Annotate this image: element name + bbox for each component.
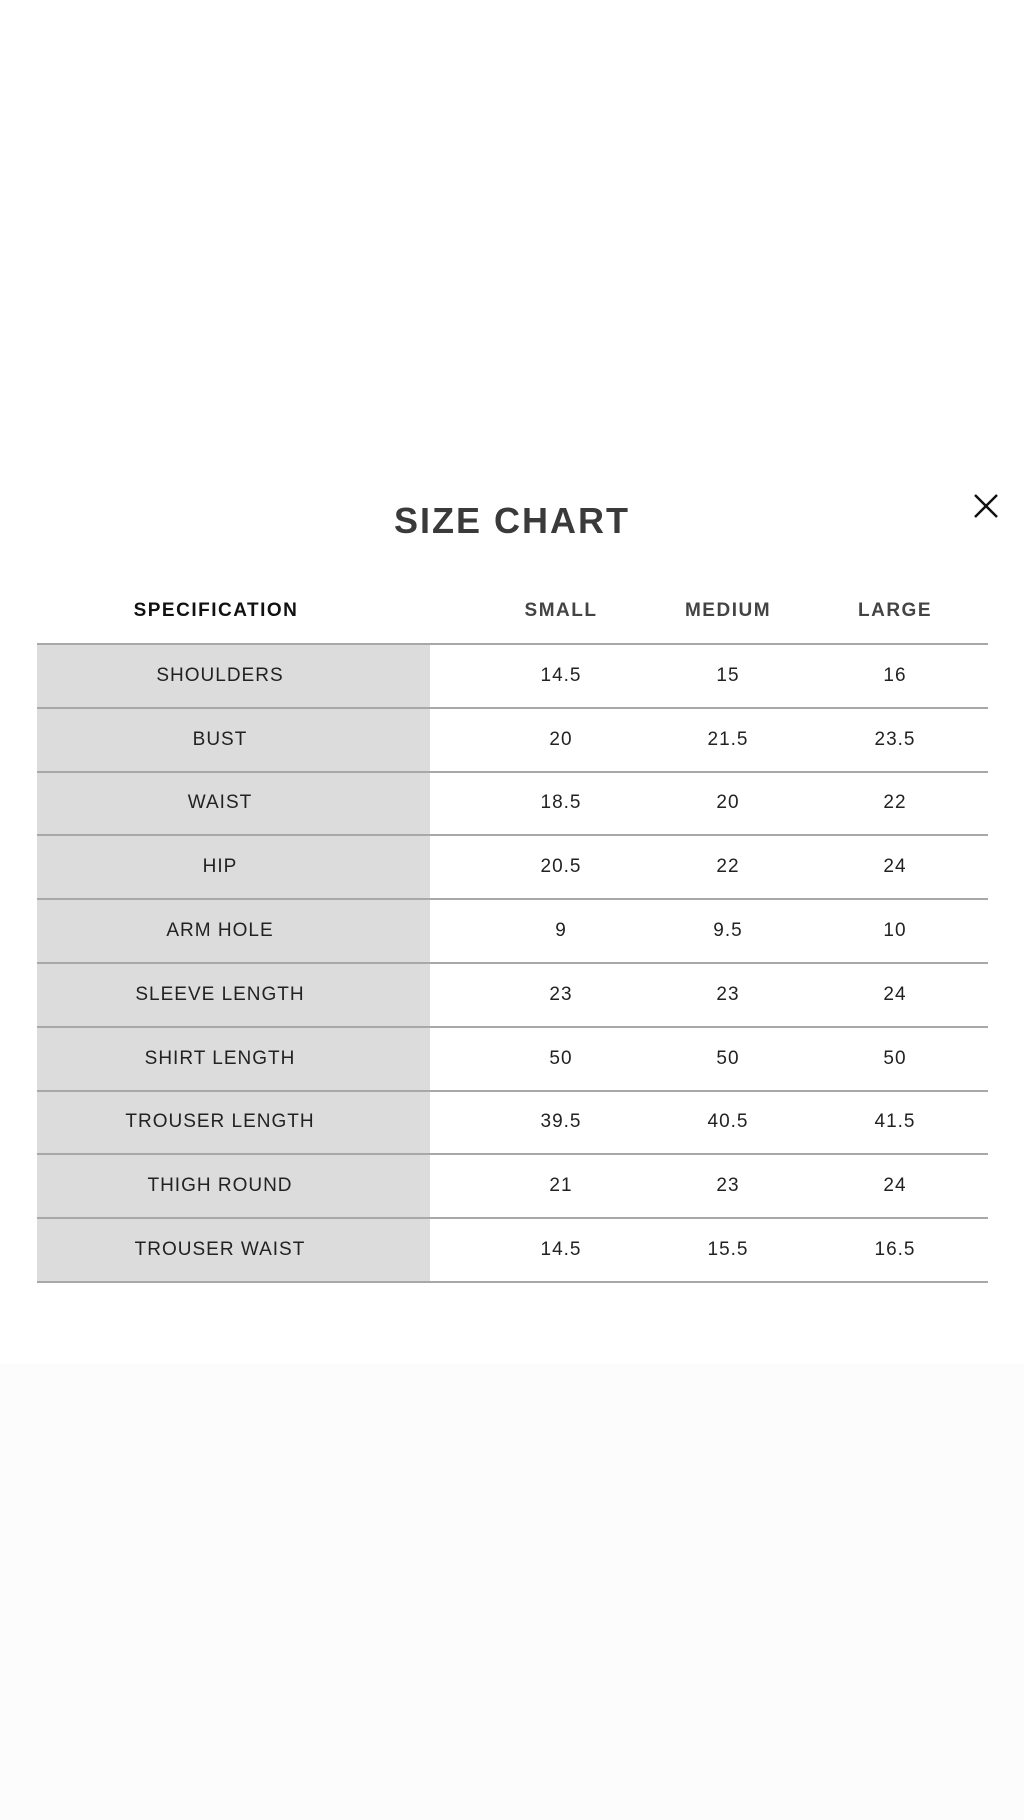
spec-cell-bg <box>37 1155 430 1218</box>
close-button[interactable] <box>968 488 1004 524</box>
spec-label: SHIRT LENGTH <box>144 1047 296 1069</box>
size-chart-table: SHOULDERS 14.5 15 16 BUST 20 21.5 23.5 WAIST 18.5… <box>37 643 988 1283</box>
small-value: 23 <box>549 983 573 1005</box>
small-value: 9 <box>555 920 567 942</box>
table-row: TROUSER WAIST 14.5 15.5 16.5 <box>37 1217 988 1283</box>
spec-cell-bg <box>37 1219 430 1281</box>
page-title: SIZE CHART <box>394 500 630 541</box>
large-value: 24 <box>883 1175 907 1197</box>
large-value: 24 <box>883 983 907 1005</box>
spec-label: WAIST <box>187 792 253 814</box>
large-value: 41.5 <box>874 1111 916 1133</box>
spec-cell-bg <box>37 1027 430 1090</box>
table-row: BUST 20 21.5 23.5 <box>37 706 988 771</box>
spec-label: THIGH ROUND <box>147 1175 293 1197</box>
medium-value: 40.5 <box>707 1111 749 1133</box>
medium-value: 50 <box>716 1047 740 1069</box>
table-row: ARM HOLE 9 9.5 10 <box>37 898 988 962</box>
table-row: TROUSER LENGTH 39.5 40.5 41.5 <box>37 1089 988 1154</box>
table-row: THIGH ROUND 21 23 24 <box>37 1153 988 1218</box>
close-icon <box>974 494 998 518</box>
large-value: 16.5 <box>874 1239 916 1261</box>
small-value: 39.5 <box>540 1111 582 1133</box>
table-row: SHOULDERS 14.5 15 16 <box>37 643 988 707</box>
medium-value: 23 <box>716 1175 740 1197</box>
page-background-lower <box>0 1364 1024 1820</box>
spec-label: HIP <box>202 856 238 878</box>
column-header-large: LARGE <box>858 600 932 621</box>
medium-value: 15.5 <box>707 1239 749 1261</box>
spec-cell-bg <box>37 708 430 771</box>
large-value: 22 <box>883 792 907 814</box>
spec-cell-bg <box>37 836 430 899</box>
large-value: 16 <box>883 664 907 686</box>
small-value: 14.5 <box>540 1239 582 1261</box>
spec-label: SLEEVE LENGTH <box>135 983 305 1005</box>
spec-cell-bg <box>37 900 430 962</box>
spec-label: BUST <box>192 728 248 750</box>
column-header-small: SMALL <box>524 600 598 621</box>
table-row: HIP 20.5 22 24 <box>37 834 988 899</box>
small-value: 20.5 <box>540 856 582 878</box>
medium-value: 23 <box>716 983 740 1005</box>
medium-value: 21.5 <box>707 728 749 750</box>
medium-value: 22 <box>716 856 740 878</box>
table-row: SHIRT LENGTH 50 50 50 <box>37 1025 988 1090</box>
small-value: 21 <box>549 1175 573 1197</box>
column-header-medium: MEDIUM <box>684 600 772 621</box>
table-row: SLEEVE LENGTH 23 23 24 <box>37 961 988 1026</box>
large-value: 50 <box>883 1047 907 1069</box>
table-row: WAIST 18.5 20 22 <box>37 770 988 835</box>
small-value: 50 <box>549 1047 573 1069</box>
medium-value: 15 <box>716 664 740 686</box>
spec-cell-bg <box>37 645 430 707</box>
medium-value: 20 <box>716 792 740 814</box>
spec-label: SHOULDERS <box>156 664 284 686</box>
small-value: 20 <box>549 728 573 750</box>
small-value: 18.5 <box>540 792 582 814</box>
spec-label: TROUSER LENGTH <box>125 1111 315 1133</box>
small-value: 14.5 <box>540 664 582 686</box>
large-value: 10 <box>883 920 907 942</box>
table-header: SPECIFICATION SMALL MEDIUM LARGE <box>37 600 988 630</box>
spec-cell-bg <box>37 1091 430 1154</box>
column-header-specification: SPECIFICATION <box>133 600 299 621</box>
spec-cell-bg <box>37 772 430 835</box>
large-value: 24 <box>883 856 907 878</box>
spec-cell-bg <box>37 963 430 1026</box>
spec-label: ARM HOLE <box>166 920 274 942</box>
medium-value: 9.5 <box>713 920 743 942</box>
large-value: 23.5 <box>874 728 916 750</box>
spec-label: TROUSER WAIST <box>134 1239 306 1261</box>
